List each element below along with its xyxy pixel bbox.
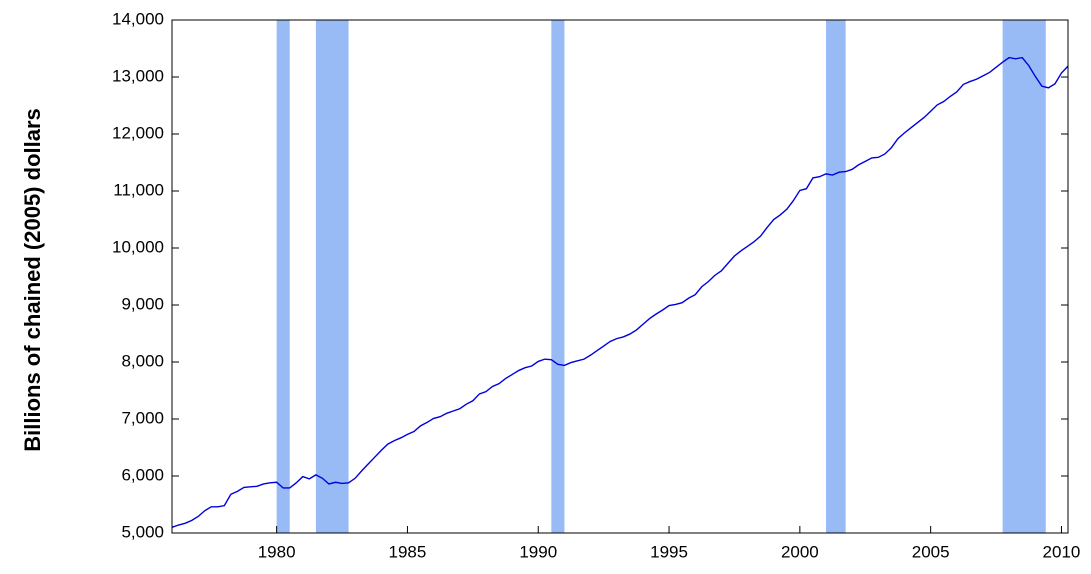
recession-band — [1002, 20, 1046, 533]
y-tick-label: 13,000 — [112, 66, 164, 85]
y-tick-label: 5,000 — [121, 522, 164, 541]
x-tick-label: 2010 — [1043, 542, 1081, 561]
plot-frame — [171, 19, 1069, 534]
y-tick-label: 7,000 — [121, 408, 164, 427]
x-tick-label: 2000 — [781, 542, 819, 561]
y-tick-label: 11,000 — [113, 180, 164, 199]
y-tick-label: 8,000 — [121, 351, 164, 370]
y-tick-label: 9,000 — [121, 294, 164, 313]
y-axis-title: Billions of chained (2005) dollars — [20, 108, 45, 452]
recession-band — [276, 20, 290, 533]
recession-band — [551, 20, 565, 533]
x-tick-label: 1995 — [650, 542, 688, 561]
recession-band — [826, 20, 846, 533]
recession-band — [315, 20, 349, 533]
data-line — [171, 56, 1069, 528]
x-tick-label: 2005 — [912, 542, 950, 561]
y-tick-label: 10,000 — [112, 237, 164, 256]
y-tick-label: 6,000 — [121, 465, 164, 484]
x-tick-label: 1990 — [519, 542, 557, 561]
y-tick-label: 14,000 — [112, 9, 164, 28]
y-tick-label: 12,000 — [112, 123, 164, 142]
x-tick-label: 1985 — [389, 542, 427, 561]
x-tick-label: 1980 — [258, 542, 296, 561]
